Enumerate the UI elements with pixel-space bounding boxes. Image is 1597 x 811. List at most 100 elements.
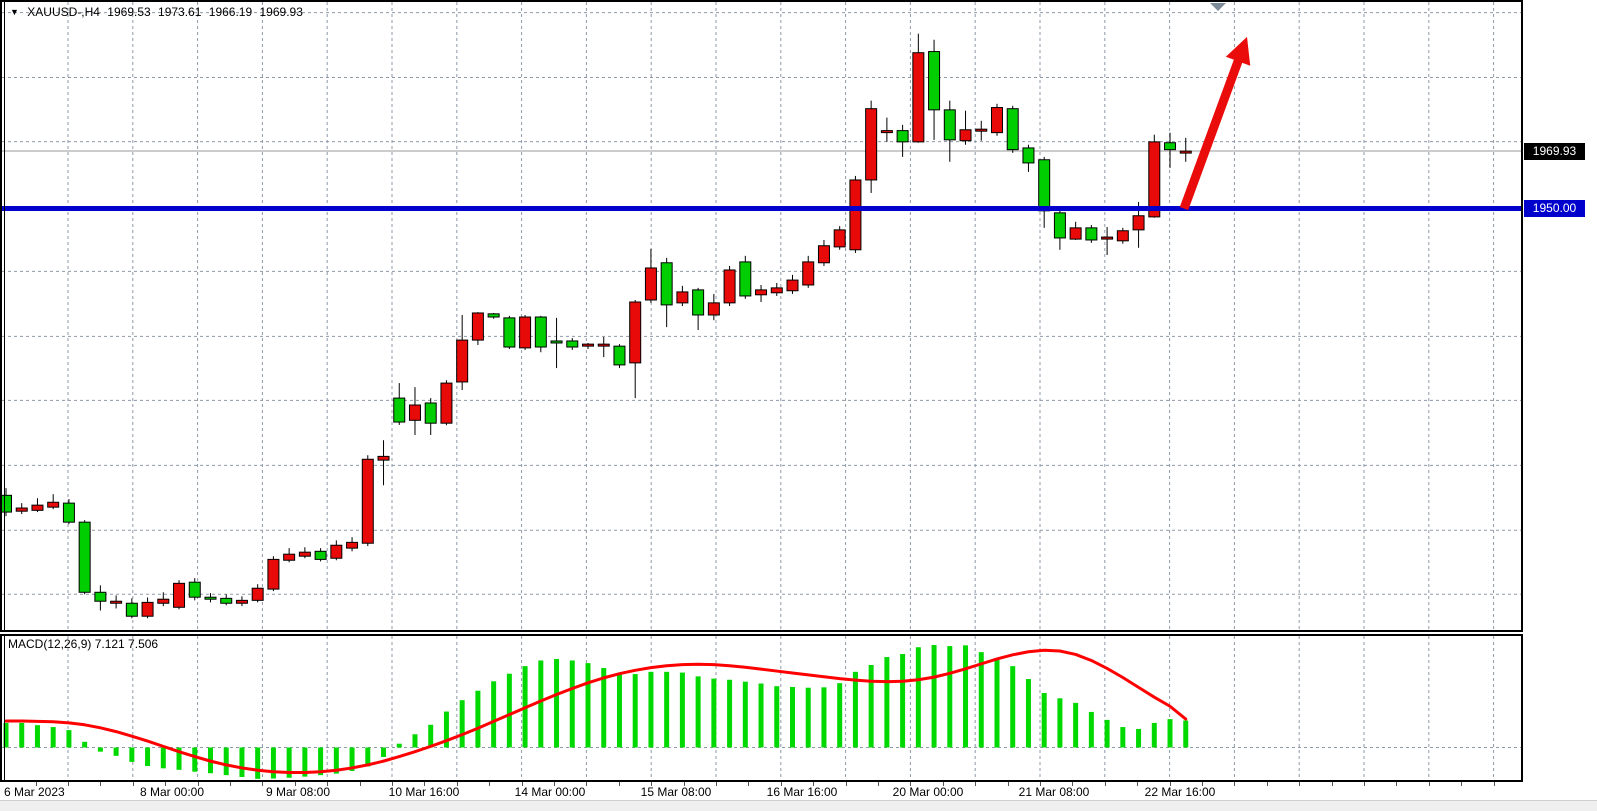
- time-axis-tick: [1104, 782, 1106, 786]
- macd-histogram-bar: [223, 747, 229, 776]
- candle-bullish: [1069, 227, 1082, 240]
- time-axis-tick: [521, 782, 523, 786]
- candle-bullish: [456, 339, 469, 383]
- macd-histogram-bar: [506, 673, 512, 748]
- candle-bullish: [267, 558, 280, 590]
- macd-histogram-bar: [837, 683, 843, 748]
- time-axis-tick: [1266, 782, 1268, 786]
- macd-histogram-bar: [459, 700, 465, 748]
- candle-bearish: [660, 262, 673, 306]
- candle-bearish: [613, 345, 626, 366]
- macd-histogram-bar: [742, 681, 748, 748]
- macd-histogram-bar: [82, 741, 88, 748]
- candle-bullish: [817, 245, 830, 264]
- shift-marker-icon: [1210, 3, 1226, 11]
- macd-histogram-bar: [711, 678, 717, 748]
- candle-bearish: [1164, 142, 1177, 151]
- candle-bearish: [1053, 212, 1066, 239]
- time-axis-label: 22 Mar 16:00: [1144, 785, 1216, 799]
- macd-panel-border: [0, 634, 1523, 782]
- time-axis-tick: [554, 782, 555, 786]
- candle-bullish: [47, 501, 60, 508]
- macd-histogram-bar: [19, 722, 25, 748]
- down-triangle-icon: ▼: [10, 7, 19, 17]
- macd-histogram-bar: [1073, 702, 1079, 748]
- macd-histogram-bar: [1057, 698, 1063, 748]
- macd-histogram-bar: [1120, 727, 1126, 748]
- macd-indicator-panel[interactable]: [0, 634, 1523, 782]
- price-axis[interactable]: 2017.901995.401973.201928.201905.701883.…: [1523, 0, 1597, 800]
- macd-histogram-bar: [1136, 728, 1142, 748]
- candle-bullish: [629, 301, 642, 364]
- candle-bullish: [408, 404, 421, 421]
- candle-bullish: [849, 179, 862, 251]
- macd-histogram-bar: [286, 747, 292, 778]
- candle-bearish: [943, 109, 956, 141]
- macd-histogram-bar: [821, 687, 827, 748]
- ohlc-high: 1973.61: [158, 5, 202, 19]
- macd-histogram-bar: [963, 645, 969, 748]
- macd-histogram-bar: [475, 690, 481, 748]
- time-axis-tick: [262, 782, 264, 786]
- candle-bearish: [739, 261, 752, 297]
- trend-arrow-shaft[interactable]: [1179, 54, 1245, 211]
- candle-bearish: [1038, 159, 1051, 212]
- candle-bullish: [519, 316, 532, 349]
- candle-bullish: [707, 302, 720, 316]
- main-chart-panel[interactable]: [0, 0, 1523, 632]
- macd-indicator-label: MACD(12,26,9) 7.121 7.506: [8, 637, 159, 651]
- time-axis-tick: [456, 782, 458, 786]
- candle-bearish: [566, 340, 579, 348]
- macd-histogram-bar: [255, 747, 261, 779]
- candle-bearish: [94, 591, 107, 602]
- time-axis[interactable]: 6 Mar 2023 8 Mar 00:00 9 Mar 08:00 10 Mar 1…: [0, 782, 1523, 799]
- candle-bullish: [377, 455, 390, 461]
- macd-histogram-bar: [727, 679, 733, 748]
- macd-histogram-bar: [50, 727, 56, 748]
- time-axis-tick: [942, 782, 944, 786]
- macd-histogram-bar: [129, 747, 135, 762]
- time-axis-tick: [1493, 782, 1495, 786]
- macd-histogram-bar: [538, 660, 544, 748]
- macd-histogram-bar: [695, 676, 701, 748]
- macd-histogram-bar: [1183, 720, 1189, 748]
- time-axis-tick: [813, 782, 815, 786]
- time-axis-tick: [1234, 782, 1236, 786]
- candle-bullish: [1179, 150, 1192, 154]
- time-axis-tick: [100, 782, 102, 786]
- macd-histogram-bar: [884, 657, 890, 748]
- current-price-badge: 1969.93: [1524, 142, 1585, 160]
- time-axis-tick: [327, 782, 329, 786]
- time-axis-tick: [1428, 782, 1430, 786]
- time-axis-label: 9 Mar 08:00: [265, 785, 331, 799]
- ohlc-low: 1966.19: [208, 5, 253, 19]
- time-axis-label: 21 Mar 08:00: [1018, 785, 1090, 799]
- macd-histogram-bar: [192, 747, 198, 772]
- candle-bearish: [503, 317, 516, 348]
- macd-histogram-bar: [412, 734, 418, 748]
- time-axis-label: 20 Mar 00:00: [892, 785, 964, 799]
- time-axis-tick: [910, 782, 912, 786]
- trend-arrow-head[interactable]: [1225, 36, 1251, 66]
- macd-histogram-bar: [994, 658, 1000, 748]
- macd-histogram-bar: [302, 747, 308, 777]
- macd-histogram-bar: [569, 660, 575, 748]
- candle-bullish: [1116, 230, 1129, 242]
- candle-bullish: [110, 600, 123, 604]
- candle-bearish: [928, 51, 941, 111]
- macd-histogram-bar: [774, 686, 780, 748]
- candle-bullish: [912, 52, 925, 143]
- candle-bullish: [1101, 236, 1114, 240]
- macd-histogram-bar: [790, 686, 795, 748]
- macd-histogram-bar: [1088, 711, 1094, 748]
- time-axis-tick: [165, 782, 167, 786]
- macd-histogram-bar: [160, 747, 166, 769]
- candle-bullish: [644, 267, 657, 301]
- candle-bearish: [0, 494, 12, 513]
- macd-histogram-bar: [900, 654, 906, 748]
- time-axis-tick: [1072, 782, 1074, 786]
- time-axis-tick: [197, 782, 199, 786]
- time-axis-tick: [1169, 782, 1171, 786]
- time-axis-tick: [683, 782, 685, 786]
- macd-histogram-bar: [1041, 693, 1047, 748]
